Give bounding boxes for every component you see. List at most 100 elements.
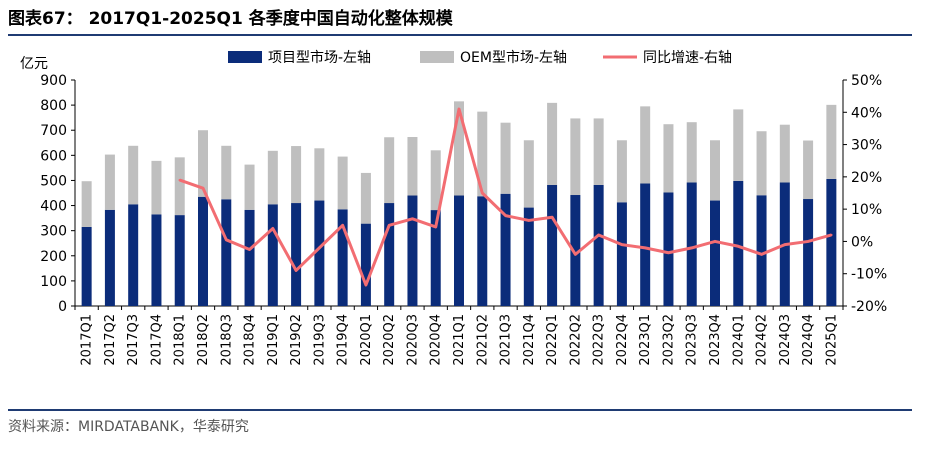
x-tick-label: 2022Q1 bbox=[545, 314, 560, 366]
bar-project bbox=[756, 195, 767, 306]
x-tick-label: 2017Q4 bbox=[149, 314, 164, 366]
bar-oem bbox=[593, 118, 604, 185]
bar-oem bbox=[407, 137, 418, 196]
bar-oem bbox=[128, 145, 139, 205]
left-tick-label: 700 bbox=[40, 123, 67, 139]
bar-oem bbox=[663, 124, 674, 193]
x-tick-label: 2023Q3 bbox=[685, 314, 700, 366]
x-tick-label: 2020Q2 bbox=[382, 314, 397, 366]
x-tick-label: 2017Q2 bbox=[103, 314, 118, 366]
bar-oem bbox=[81, 181, 92, 227]
x-tick-label: 2022Q2 bbox=[568, 314, 583, 366]
bar-project bbox=[360, 223, 371, 306]
x-tick-label: 2022Q3 bbox=[592, 314, 607, 366]
left-tick-label: 800 bbox=[40, 98, 67, 114]
x-tick-label: 2023Q1 bbox=[638, 314, 653, 366]
bar-project bbox=[407, 195, 418, 306]
x-tick-label: 2019Q2 bbox=[289, 314, 304, 366]
bar-oem bbox=[826, 104, 837, 179]
bar-project bbox=[384, 203, 395, 306]
growth-point bbox=[830, 233, 833, 237]
x-tick-label: 2024Q4 bbox=[801, 314, 816, 366]
growth-point bbox=[294, 269, 298, 272]
bar-oem bbox=[570, 118, 581, 196]
x-tick-label: 2024Q1 bbox=[731, 314, 746, 366]
growth-point bbox=[643, 246, 647, 250]
bar-oem bbox=[547, 102, 558, 185]
growth-point bbox=[690, 246, 693, 250]
bar-oem bbox=[314, 148, 325, 201]
bar-project bbox=[826, 178, 837, 306]
bar-project bbox=[500, 193, 511, 306]
source-note: 资料来源：MIRDATABANK，华泰研究 bbox=[8, 419, 249, 435]
bar-oem bbox=[803, 140, 814, 200]
growth-point bbox=[620, 243, 624, 246]
bar-project bbox=[733, 180, 744, 306]
bar-project bbox=[244, 209, 255, 306]
legend-project-label: 项目型市场-左轴 bbox=[268, 49, 371, 66]
x-tick-label: 2020Q4 bbox=[429, 314, 444, 366]
bar-oem bbox=[710, 140, 720, 201]
right-tick-label: 10% bbox=[851, 202, 882, 218]
growth-point bbox=[178, 178, 181, 182]
x-tick-label: 2018Q3 bbox=[219, 314, 234, 366]
right-tick-label: 0% bbox=[851, 234, 873, 250]
bar-project bbox=[547, 184, 558, 306]
x-tick-label: 2017Q3 bbox=[126, 314, 141, 366]
x-tick-label: 2021Q3 bbox=[499, 314, 514, 366]
growth-point bbox=[760, 253, 763, 256]
growth-point bbox=[201, 186, 205, 190]
growth-point bbox=[737, 245, 740, 248]
growth-point bbox=[457, 107, 461, 111]
bar-project bbox=[593, 184, 604, 306]
growth-point bbox=[574, 253, 577, 256]
growth-point bbox=[318, 246, 321, 250]
x-tick-label: 2025Q1 bbox=[824, 314, 839, 366]
growth-point bbox=[481, 191, 484, 195]
x-tick-label: 2018Q2 bbox=[196, 314, 211, 366]
bar-project bbox=[337, 209, 348, 306]
growth-point bbox=[364, 283, 368, 287]
legend-oem-label: OEM型市场-左轴 bbox=[460, 49, 567, 66]
x-tick-label: 2022Q4 bbox=[615, 314, 630, 366]
bar-oem bbox=[151, 160, 162, 215]
growth-point bbox=[411, 217, 414, 221]
bar-project bbox=[81, 226, 92, 306]
growth-point bbox=[527, 219, 531, 222]
bar-oem bbox=[523, 140, 534, 208]
top-rule bbox=[8, 34, 912, 36]
bar-oem bbox=[244, 164, 255, 210]
bar-oem bbox=[756, 131, 767, 196]
tick-labels: 0 100 200 300 400 500 600 700 800 900 -20% -10% 0% 10… bbox=[40, 73, 887, 366]
growth-point bbox=[783, 243, 787, 246]
bar-project bbox=[640, 183, 651, 306]
bar-project bbox=[128, 204, 139, 306]
legend-oem-swatch bbox=[420, 51, 454, 63]
bar-oem bbox=[779, 124, 790, 183]
bar-oem bbox=[267, 150, 278, 205]
bar-oem bbox=[733, 109, 744, 181]
x-tick-label: 2018Q4 bbox=[243, 314, 258, 366]
right-tick-label: -20% bbox=[851, 299, 887, 315]
legend: 项目型市场-左轴 OEM型市场-左轴 同比增速-右轴 bbox=[228, 49, 732, 66]
x-tick-label: 2024Q2 bbox=[755, 314, 770, 366]
x-tick-label: 2024Q3 bbox=[778, 314, 793, 366]
bar-oem bbox=[616, 140, 627, 203]
x-tick-label: 2019Q3 bbox=[312, 314, 327, 366]
legend-project-swatch bbox=[228, 51, 262, 63]
bottom-rule bbox=[8, 409, 912, 411]
bar-oem bbox=[221, 145, 232, 200]
bar-project bbox=[430, 210, 441, 306]
right-tick-label: 50% bbox=[851, 73, 882, 89]
left-tick-label: 200 bbox=[40, 249, 67, 265]
x-tick-label: 2019Q4 bbox=[336, 314, 351, 366]
bar-oem bbox=[477, 111, 488, 197]
x-tick-label: 2023Q4 bbox=[708, 314, 723, 366]
growth-point bbox=[225, 238, 228, 242]
bar-project bbox=[454, 195, 464, 306]
bar-project bbox=[104, 209, 115, 306]
bar-project bbox=[267, 204, 278, 306]
y-axis-label: 亿元 bbox=[20, 56, 48, 72]
growth-point bbox=[504, 214, 507, 217]
bar-project bbox=[803, 199, 814, 306]
